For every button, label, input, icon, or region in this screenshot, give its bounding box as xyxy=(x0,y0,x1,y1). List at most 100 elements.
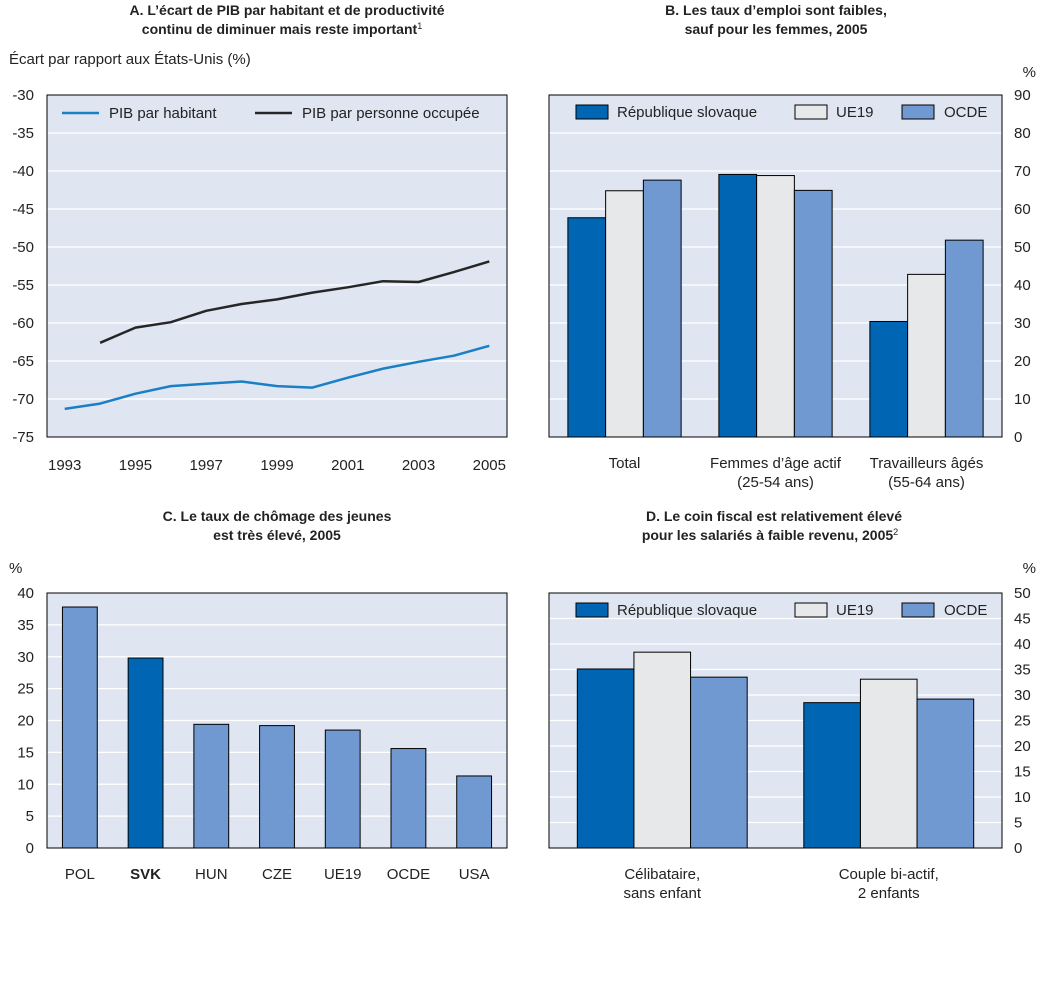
legend-swatch-slovak-republic xyxy=(575,104,609,120)
panel-a: A. L’écart de PIB par habitant et de pro… xyxy=(9,2,508,474)
category-label: sans enfant xyxy=(623,885,701,902)
y-tick-label: 0 xyxy=(26,840,34,857)
bar-oecd xyxy=(642,179,682,438)
legend-label-gdp-per-capita: PIB par habitant xyxy=(109,105,217,122)
panel-a-x-ticks: 1993 1995 1997 1999 2001 2003 2005 xyxy=(48,457,506,474)
category-label: (55-64 ans) xyxy=(888,474,965,491)
bar-slovak-republic xyxy=(718,173,758,438)
panel-b-y-ticks: 0 10 20 30 40 50 60 70 80 90 xyxy=(1014,87,1031,446)
bar-oecd xyxy=(916,698,975,849)
legend-label-gdp-per-worker: PIB par personne occupée xyxy=(302,105,480,122)
panel-c-x-labels: POL SVK HUN CZE UE19 OCDE USA xyxy=(65,866,490,883)
legend-label-slovak-republic: République slovaque xyxy=(617,602,757,619)
panel-a-title-line2: continu de diminuer mais reste important… xyxy=(142,21,422,37)
bar-svk xyxy=(127,657,164,849)
y-tick-label: -55 xyxy=(12,277,34,294)
category-label: Total xyxy=(609,455,641,472)
panel-d-frame xyxy=(548,592,1003,849)
panel-a-title-line1: A. L’écart de PIB par habitant et de pro… xyxy=(129,2,444,18)
y-tick-label: 10 xyxy=(1014,391,1031,408)
panel-c-unit: % xyxy=(9,560,22,577)
bar-slovak-republic xyxy=(803,702,861,849)
y-tick-label: 15 xyxy=(1014,764,1031,781)
bar-slovak-republic xyxy=(869,320,909,438)
panel-d-y-ticks: 0 5 10 15 20 25 30 35 40 45 50 xyxy=(1014,585,1031,857)
y-tick-label: -40 xyxy=(12,163,34,180)
category-label: (25-54 ans) xyxy=(737,474,814,491)
x-tick-label: 2005 xyxy=(473,457,506,474)
legend-label-oecd: OCDE xyxy=(944,602,987,619)
y-tick-label: 60 xyxy=(1014,201,1031,218)
y-tick-label: 10 xyxy=(1014,789,1031,806)
panel-a-title-footnote: 1 xyxy=(417,21,422,31)
y-tick-label: 80 xyxy=(1014,125,1031,142)
y-tick-label: 5 xyxy=(1014,815,1022,832)
category-label: POL xyxy=(65,866,95,883)
y-tick-label: 35 xyxy=(17,617,34,634)
panel-a-lines xyxy=(64,260,490,411)
panel-b-bars xyxy=(567,173,984,438)
y-tick-label: 40 xyxy=(17,585,34,602)
y-tick-label: 30 xyxy=(17,649,34,666)
bar-usa xyxy=(456,775,493,849)
bar-ue19 xyxy=(324,729,361,849)
panel-b: B. Les taux d’emploi sont faibles, sauf … xyxy=(548,2,1036,491)
y-tick-label: -35 xyxy=(12,125,34,142)
y-tick-label: 45 xyxy=(1014,611,1031,628)
bar-hun xyxy=(193,723,230,849)
panel-d: D. Le coin fiscal est relativement élevé… xyxy=(548,508,1036,902)
panel-c-title-line2: est très élevé, 2005 xyxy=(213,527,341,543)
panel-c-title-line1: C. Le taux de chômage des jeunes xyxy=(163,508,392,524)
category-label: 2 enfants xyxy=(858,885,920,902)
bar-oecd xyxy=(944,239,984,438)
panel-a-legend: PIB par habitant PIB par personne occupé… xyxy=(62,105,480,122)
legend-label-oecd: OCDE xyxy=(944,104,987,121)
panel-a-title-line2-text: continu de diminuer mais reste important xyxy=(142,21,418,37)
panel-b-title-line1: B. Les taux d’emploi sont faibles, xyxy=(665,2,887,18)
panel-d-x-labels: Célibataire, sans enfant Couple bi-actif, 2… xyxy=(623,866,938,902)
legend-swatch-oecd xyxy=(901,602,935,618)
y-tick-label: 15 xyxy=(17,744,34,761)
bar-eu19 xyxy=(756,175,795,438)
bar-cze xyxy=(259,725,295,849)
legend-swatch-eu19 xyxy=(794,104,828,120)
category-label: UE19 xyxy=(324,866,362,883)
panel-c: C. Le taux de chômage des jeunes est trè… xyxy=(9,508,508,883)
y-tick-label: 30 xyxy=(1014,687,1031,704)
panel-c-y-ticks: 0 5 10 15 20 25 30 35 40 xyxy=(17,585,34,857)
category-label: Travailleurs âgés xyxy=(870,455,984,472)
panel-a-y-axis-label: Écart par rapport aux États-Unis (%) xyxy=(9,51,251,68)
legend-label-eu19: UE19 xyxy=(836,104,874,121)
y-tick-label: 20 xyxy=(1014,738,1031,755)
category-label: SVK xyxy=(130,866,161,883)
legend-swatch-oecd xyxy=(901,104,935,120)
y-tick-label: 40 xyxy=(1014,277,1031,294)
y-tick-label: 70 xyxy=(1014,163,1031,180)
legend-swatch-eu19 xyxy=(794,602,828,618)
y-tick-label: -75 xyxy=(12,429,34,446)
y-tick-label: 25 xyxy=(17,681,34,698)
x-tick-label: 1993 xyxy=(48,457,81,474)
y-tick-label: 35 xyxy=(1014,662,1031,679)
panel-d-unit: % xyxy=(1023,560,1036,577)
panel-b-legend: République slovaque UE19 OCDE xyxy=(575,104,987,121)
bar-slovak-republic xyxy=(567,217,607,438)
panel-d-title-line2: pour les salariés à faible revenu, 20052 xyxy=(642,527,898,543)
y-tick-label: 30 xyxy=(1014,315,1031,332)
legend-swatch-slovak-republic xyxy=(575,602,609,618)
bar-eu19 xyxy=(907,273,946,438)
x-tick-label: 2003 xyxy=(402,457,435,474)
category-label: CZE xyxy=(262,866,292,883)
panel-b-unit: % xyxy=(1023,64,1036,81)
bar-ocde xyxy=(390,748,427,849)
category-label: Femmes d’âge actif xyxy=(710,455,842,472)
y-tick-label: 50 xyxy=(1014,585,1031,602)
y-tick-label: 25 xyxy=(1014,713,1031,730)
y-tick-label: -65 xyxy=(12,353,34,370)
panel-a-y-ticks: -30 -35 -40 -45 -50 -55 -60 -65 -70 -75 xyxy=(12,87,34,446)
legend-label-eu19: UE19 xyxy=(836,602,874,619)
y-tick-label: 0 xyxy=(1014,429,1022,446)
y-tick-label: 40 xyxy=(1014,636,1031,653)
y-tick-label: -60 xyxy=(12,315,34,332)
